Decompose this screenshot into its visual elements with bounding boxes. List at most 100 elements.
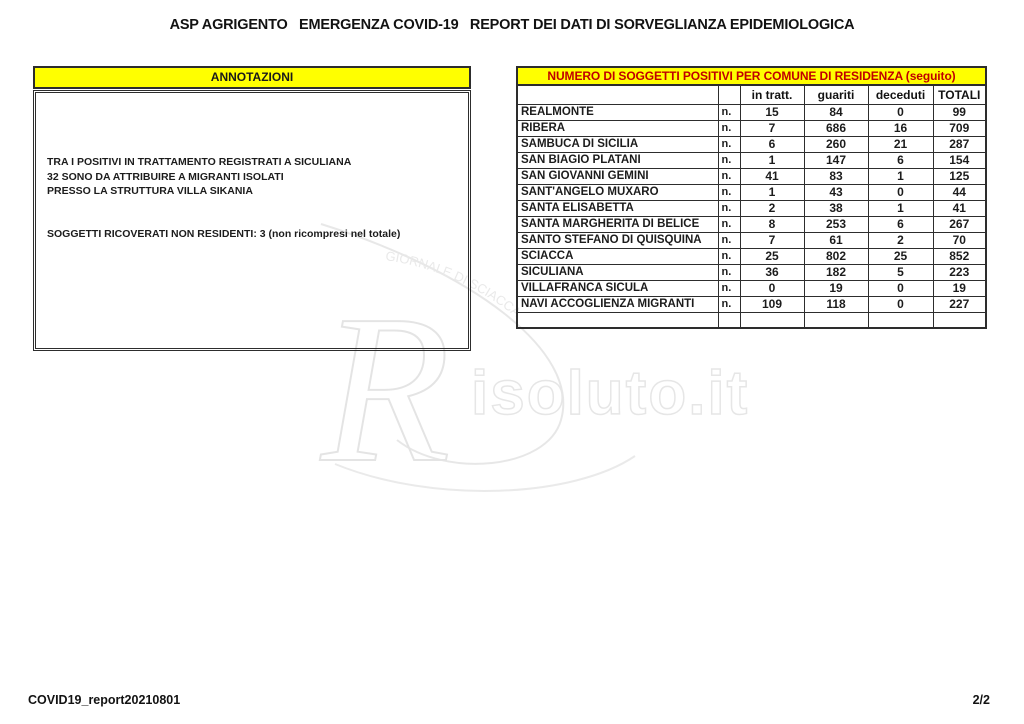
comune-cell: SANTA MARGHERITA DI BELICE xyxy=(516,215,719,233)
in-tratt-cell: 1 xyxy=(739,151,805,169)
table-row: SICULIANA n. 36 182 5 223 xyxy=(516,263,987,281)
table-row: RIBERA n. 7 686 16 709 xyxy=(516,119,987,137)
column-header-in-tratt: in tratt. xyxy=(739,84,805,105)
comune-cell: SAMBUCA DI SICILIA xyxy=(516,135,719,153)
column-header-guariti: guariti xyxy=(803,84,869,105)
comune-cell: SICULIANA xyxy=(516,263,719,281)
totali-cell: 99 xyxy=(932,103,987,121)
guariti-cell xyxy=(803,311,869,329)
guariti-cell: 147 xyxy=(803,151,869,169)
deceduti-cell: 0 xyxy=(867,279,934,297)
guariti-cell: 182 xyxy=(803,263,869,281)
column-header-comune xyxy=(516,84,719,105)
deceduti-cell: 0 xyxy=(867,103,934,121)
totali-cell: 709 xyxy=(932,119,987,137)
totali-cell: 287 xyxy=(932,135,987,153)
in-tratt-cell: 41 xyxy=(739,167,805,185)
unit-cell: n. xyxy=(717,199,741,217)
unit-cell: n. xyxy=(717,215,741,233)
table-row: VILLAFRANCA SICULA n. 0 19 0 19 xyxy=(516,279,987,297)
in-tratt-cell: 7 xyxy=(739,119,805,137)
comune-cell xyxy=(516,311,719,329)
comune-cell: SCIACCA xyxy=(516,247,719,265)
column-header-totali: TOTALI xyxy=(932,84,987,105)
column-header-n xyxy=(717,84,741,105)
guariti-cell: 118 xyxy=(803,295,869,313)
column-header-deceduti: deceduti xyxy=(867,84,934,105)
table-title: NUMERO DI SOGGETTI POSITIVI PER COMUNE D… xyxy=(516,66,987,86)
totali-cell: 44 xyxy=(932,183,987,201)
totali-cell: 223 xyxy=(932,263,987,281)
table-header-row: in tratt. guariti deceduti TOTALI xyxy=(516,84,987,105)
table-row: SANT'ANGELO MUXARO n. 1 43 0 44 xyxy=(516,183,987,201)
guariti-cell: 260 xyxy=(803,135,869,153)
deceduti-cell: 2 xyxy=(867,231,934,249)
positives-table: NUMERO DI SOGGETTI POSITIVI PER COMUNE D… xyxy=(516,66,987,329)
in-tratt-cell: 1 xyxy=(739,183,805,201)
totali-cell: 41 xyxy=(932,199,987,217)
watermark-underline-icon xyxy=(334,455,636,492)
in-tratt-cell: 2 xyxy=(739,199,805,217)
deceduti-cell: 0 xyxy=(867,295,934,313)
unit-cell: n. xyxy=(717,103,741,121)
comune-cell: SANTA ELISABETTA xyxy=(516,199,719,217)
footer-page-number: 2/2 xyxy=(972,693,990,707)
comune-cell: RIBERA xyxy=(516,119,719,137)
in-tratt-cell: 0 xyxy=(739,279,805,297)
deceduti-cell: 6 xyxy=(867,151,934,169)
annotation-line: PRESSO LA STRUTTURA VILLA SIKANIA xyxy=(47,185,253,197)
watermark-text: isoluto.it xyxy=(471,359,749,428)
in-tratt-cell: 6 xyxy=(739,135,805,153)
comune-cell: REALMONTE xyxy=(516,103,719,121)
annotations-header: ANNOTAZIONI xyxy=(33,66,471,89)
totali-cell: 19 xyxy=(932,279,987,297)
table-row: SANTO STEFANO DI QUISQUINA n. 7 61 2 70 xyxy=(516,231,987,249)
guariti-cell: 84 xyxy=(803,103,869,121)
page-title: ASP AGRIGENTO EMERGENZA COVID-19 REPORT … xyxy=(169,17,855,33)
positives-table-panel: NUMERO DI SOGGETTI POSITIVI PER COMUNE D… xyxy=(516,66,987,329)
unit-cell: n. xyxy=(717,151,741,169)
deceduti-cell: 0 xyxy=(867,183,934,201)
guariti-cell: 38 xyxy=(803,199,869,217)
annotation-line: 32 SONO DA ATTRIBUIRE A MIGRANTI ISOLATI xyxy=(47,170,284,183)
table-row: SAN BIAGIO PLATANI n. 1 147 6 154 xyxy=(516,151,987,169)
guariti-cell: 802 xyxy=(803,247,869,265)
totali-cell: 70 xyxy=(932,231,987,249)
footer-report-name: COVID19_report20210801 xyxy=(28,693,181,707)
totali-cell: 267 xyxy=(932,215,987,233)
unit-cell: n. xyxy=(717,279,741,297)
comune-cell: VILLAFRANCA SICULA xyxy=(516,279,719,297)
unit-cell: n. xyxy=(717,135,741,153)
table-row: SCIACCA n. 25 802 25 852 xyxy=(516,247,987,265)
table-row: NAVI ACCOGLIENZA MIGRANTI n. 109 118 0 2… xyxy=(516,295,987,313)
unit-cell: n. xyxy=(717,119,741,137)
in-tratt-cell: 36 xyxy=(739,263,805,281)
table-title-row: NUMERO DI SOGGETTI POSITIVI PER COMUNE D… xyxy=(516,66,987,86)
table-row: SANTA ELISABETTA n. 2 38 1 41 xyxy=(516,199,987,217)
deceduti-cell: 5 xyxy=(867,263,934,281)
table-row: SANTA MARGHERITA DI BELICE n. 8 253 6 26… xyxy=(516,215,987,233)
unit-cell xyxy=(717,311,741,329)
deceduti-cell: 1 xyxy=(867,167,934,185)
totali-cell: 852 xyxy=(932,247,987,265)
unit-cell: n. xyxy=(717,295,741,313)
guariti-cell: 43 xyxy=(803,183,869,201)
in-tratt-cell xyxy=(739,311,805,329)
comune-cell: NAVI ACCOGLIENZA MIGRANTI xyxy=(516,295,719,313)
totali-cell: 227 xyxy=(932,295,987,313)
unit-cell: n. xyxy=(717,167,741,185)
guariti-cell: 61 xyxy=(803,231,869,249)
unit-cell: n. xyxy=(717,263,741,281)
in-tratt-cell: 109 xyxy=(739,295,805,313)
deceduti-cell: 16 xyxy=(867,119,934,137)
unit-cell: n. xyxy=(717,247,741,265)
table-row: SAN GIOVANNI GEMINI n. 41 83 1 125 xyxy=(516,167,987,185)
in-tratt-cell: 15 xyxy=(739,103,805,121)
annotation-line: TRA I POSITIVI IN TRATTAMENTO REGISTRATI… xyxy=(47,156,352,168)
annotations-paragraph: TRA I POSITIVI IN TRATTAMENTO REGISTRATI… xyxy=(47,155,351,199)
table-row-empty xyxy=(516,311,987,329)
deceduti-cell: 1 xyxy=(867,199,934,217)
comune-cell: SANTO STEFANO DI QUISQUINA xyxy=(516,231,719,249)
deceduti-cell: 21 xyxy=(867,135,934,153)
deceduti-cell: 6 xyxy=(867,215,934,233)
